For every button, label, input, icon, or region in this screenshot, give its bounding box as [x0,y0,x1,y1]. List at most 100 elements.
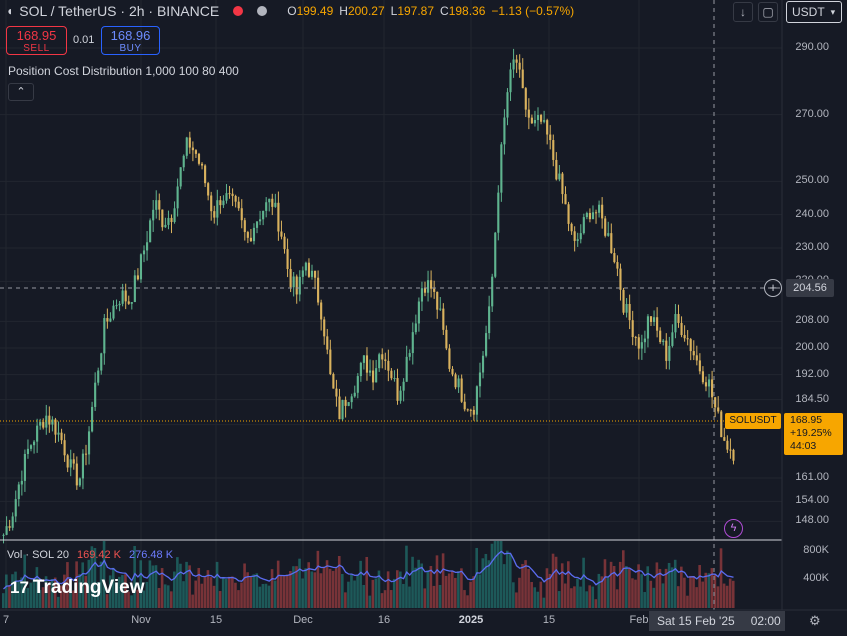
volume-bar [472,576,475,608]
volume-bar [252,574,256,608]
volume-bar [102,541,106,608]
candle-body [317,277,320,303]
candle-body [509,69,512,93]
volume-bar [484,553,488,608]
candle-body [582,217,585,234]
volume-bar [26,587,30,608]
volume-bar [292,566,295,608]
volume-value: 169.42 K [76,549,122,561]
candle-body [567,204,570,224]
volume-bar [701,581,705,608]
candle-body [353,392,356,397]
candle-body [555,159,558,180]
volume-bar [625,566,628,608]
volume-bar [322,566,326,608]
down-arrow-icon[interactable]: ↓ [733,2,753,22]
volume-bar [194,580,198,608]
volume-bar [17,580,20,608]
candle-body [207,183,210,196]
crosshair-date: Sat 15 Feb '25 [657,614,735,628]
volume-bar [258,586,262,608]
sell-button[interactable]: 168.95 SELL [6,26,67,55]
candle-body [378,354,381,369]
maximize-icon[interactable]: ▢ [758,2,778,22]
candle-body [466,409,469,411]
volume-bar [105,594,109,608]
candle-body [158,200,161,210]
candle-body [152,209,155,221]
symbol-title[interactable]: SOL / TetherUS · 2h · BINANCE [19,3,220,19]
volume-bar [582,557,585,608]
indicator-legend[interactable]: Position Cost Distribution 1,000 100 80 … [8,64,239,78]
candle-body [533,119,537,124]
volume-bar [395,570,399,608]
volume-bar [356,574,359,608]
candle-body [191,147,194,151]
candle-body [14,499,17,517]
volume-bar [53,577,57,608]
volume-bar [14,571,17,608]
volume-bar [182,581,185,608]
candle-body [106,318,109,322]
volume-bar [331,570,335,608]
candle-body [405,356,408,382]
candle-body [723,437,726,441]
volume-bar [179,563,182,608]
currency-select[interactable]: USDT ▾ [786,1,842,23]
candle-body [78,478,81,486]
collapse-chevron-icon[interactable]: ⌃ [8,83,34,101]
candle-body [2,534,5,536]
volume-bar [249,576,252,608]
volume-bar [481,558,485,608]
lightning-icon[interactable]: ϟ [724,519,743,538]
candle-body [714,397,717,408]
candle-body [69,459,72,468]
candle-body [341,399,344,420]
volume-bar [121,575,124,608]
volume-bar [328,568,332,608]
volume-bar [536,591,540,608]
time-tick-label: 15 [542,614,556,626]
volume-bar [530,582,533,608]
volume-bar [313,572,317,608]
tradingview-logo[interactable]: 17 TradingView [10,577,145,599]
volume-bar [215,561,219,608]
volume-bar [386,571,390,608]
candle-body [390,370,393,379]
buy-button[interactable]: 168.96 BUY [101,26,160,55]
candle-body [591,212,595,220]
candle-body [500,144,503,193]
candle-body [671,332,674,346]
volume-bar [130,595,133,608]
volume-bar [209,577,213,608]
candle-body [292,276,295,288]
candle-body [478,372,482,387]
volume-bar [576,578,579,608]
ohlc-high: H200.27 [339,4,385,18]
candle-body [549,134,552,141]
spread-value: 0.01 [73,34,95,46]
volume-bar [450,571,454,608]
settings-gear-icon[interactable]: ⚙ [809,613,821,628]
volume-bar [621,550,625,608]
candle-body [436,291,439,310]
candle-body [411,332,414,354]
candle-body [313,270,317,278]
volume-bar [686,595,689,608]
volume-bar [243,563,246,608]
volume-legend[interactable]: Vol · SOL 20 169.42 K 276.48 K [7,549,173,561]
candle-body [494,232,497,277]
candle-body [176,186,179,209]
volume-bar [527,568,530,608]
volume-bar [521,563,524,608]
candle-body [720,411,723,438]
plus-circle-icon[interactable]: + [764,279,782,297]
volume-bar [646,566,650,608]
candle-body [11,516,14,528]
volume-bar [533,587,537,608]
candle-body [536,115,540,120]
candle-body [674,314,677,333]
candle-body [387,360,390,371]
volume-bar [563,583,567,608]
